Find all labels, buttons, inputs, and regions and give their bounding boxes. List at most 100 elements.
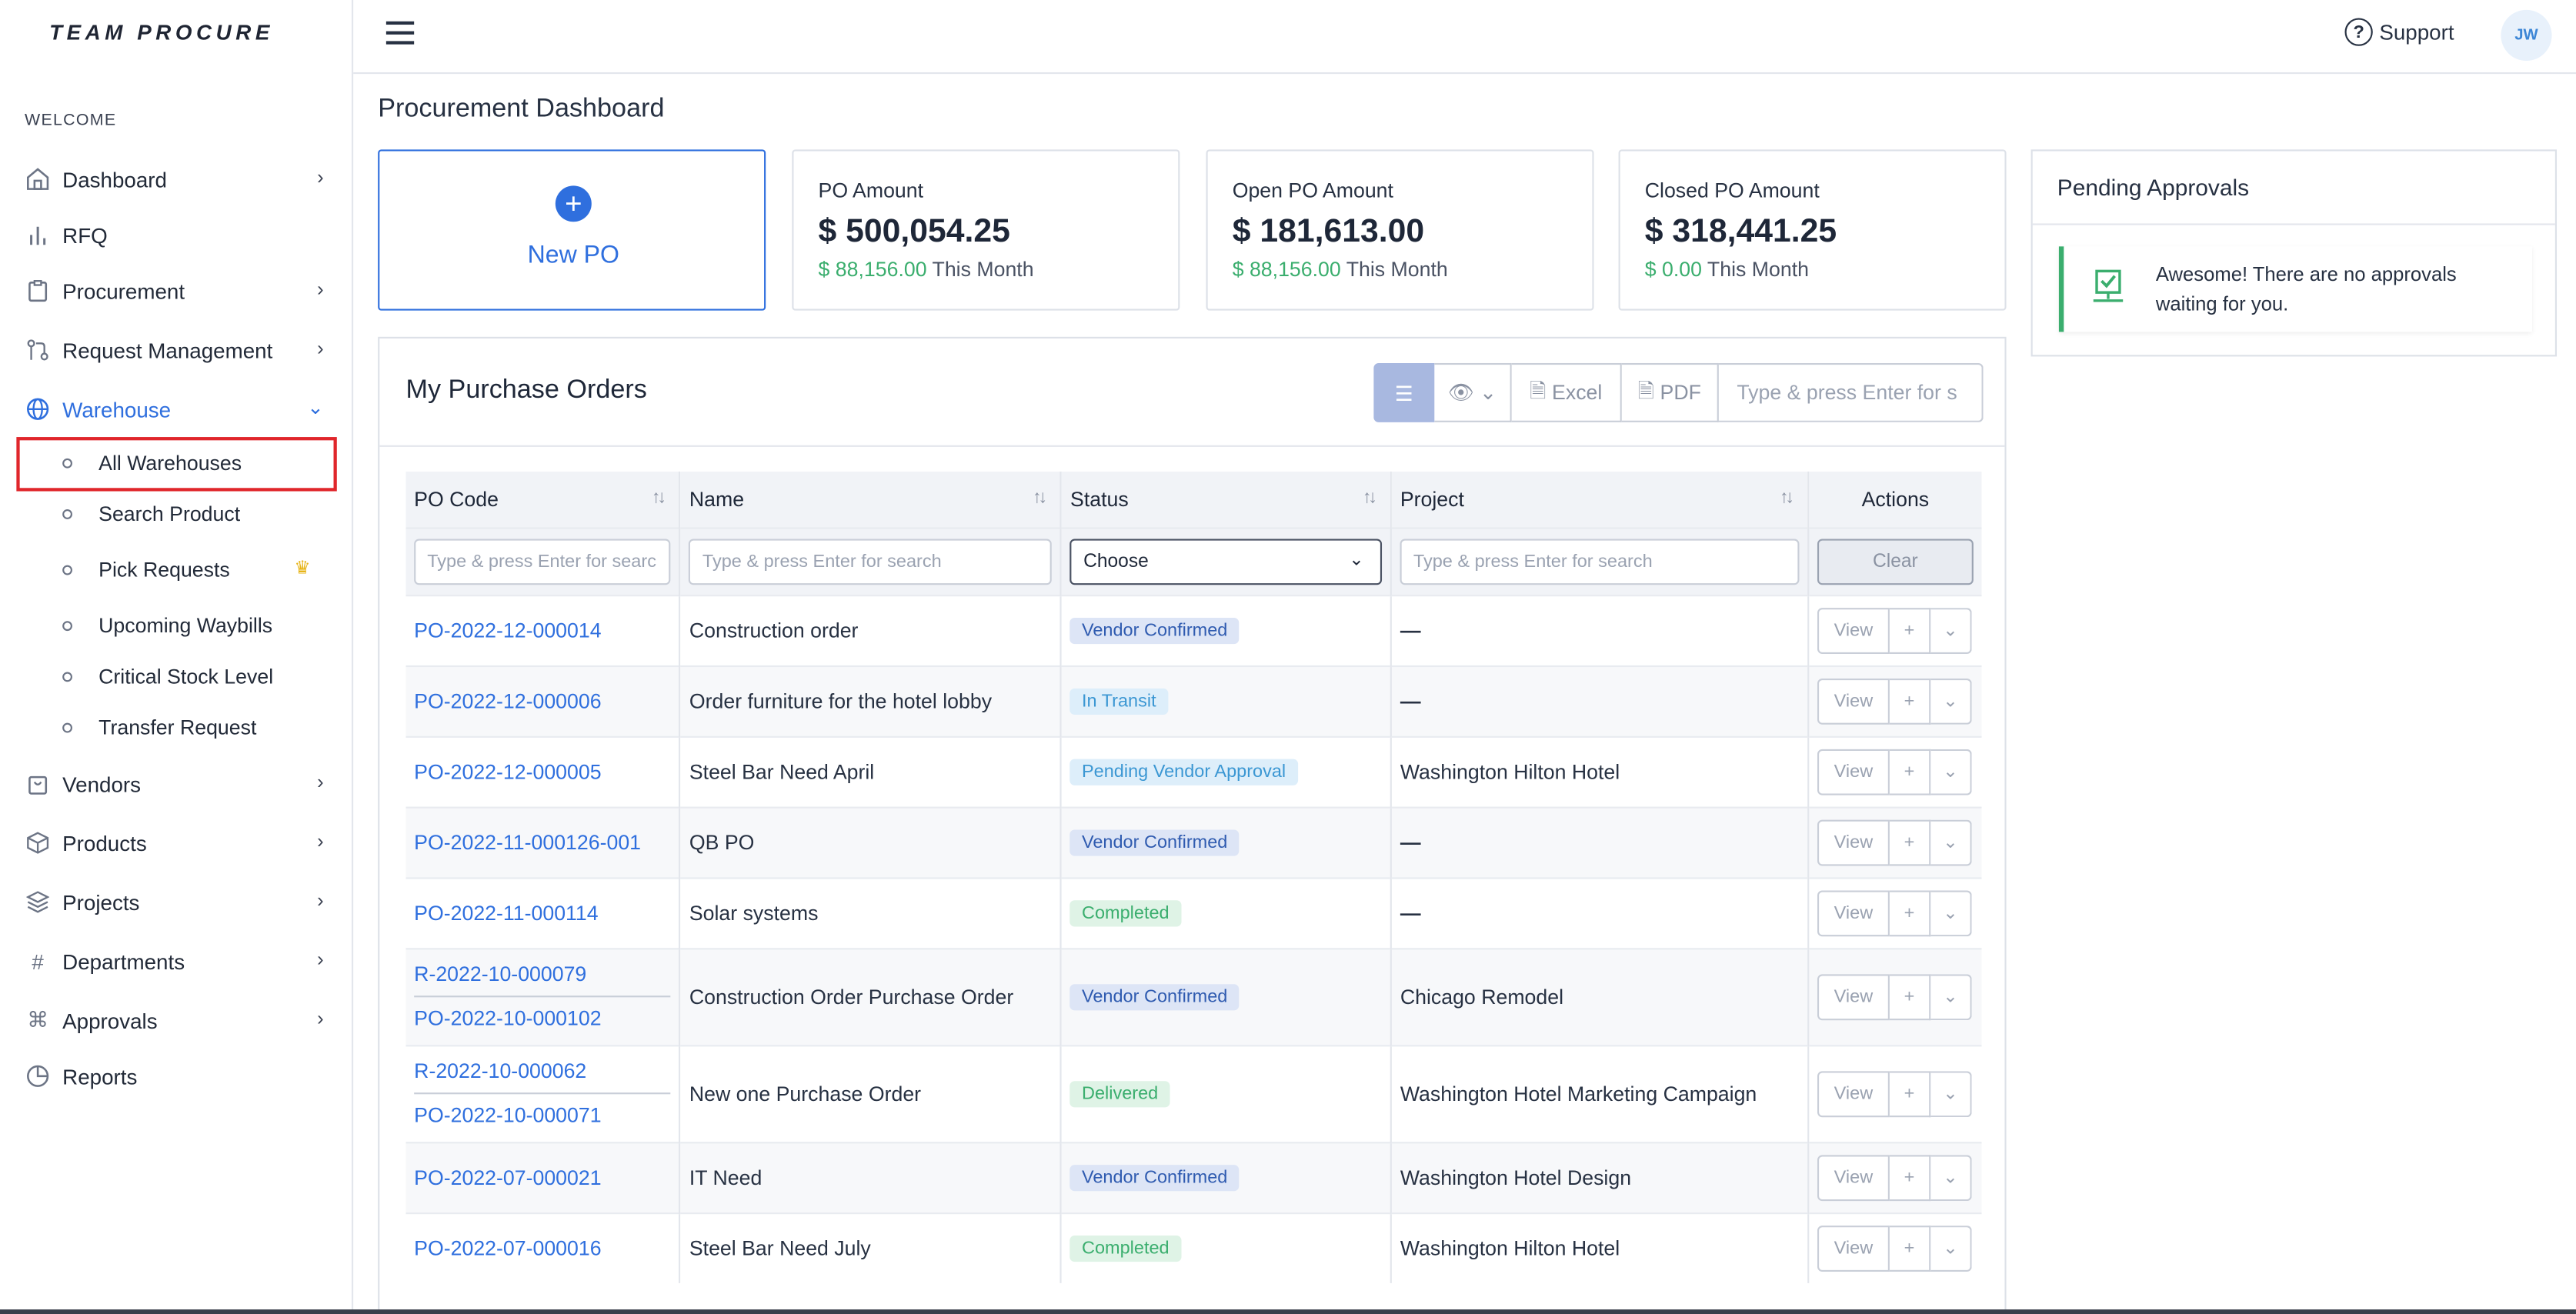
sidebar-item-procurement[interactable]: Procurement › — [25, 273, 329, 309]
row-actions: View + ⌄ — [1817, 1070, 1974, 1117]
bullet-icon — [62, 509, 72, 519]
po-code-link[interactable]: R-2022-10-000062 — [414, 1059, 587, 1083]
po-code-link[interactable]: PO-2022-07-000016 — [414, 1236, 602, 1260]
more-actions-button[interactable]: ⌄ — [1930, 819, 1972, 865]
column-visibility-button[interactable]: 👁︎ ⌄ — [1434, 362, 1512, 422]
sidebar-subitem-transfer-request[interactable]: Transfer Request — [62, 710, 333, 746]
po-code-link[interactable]: PO-2022-11-000114 — [414, 901, 599, 925]
column-header-status[interactable]: Status ↑↓ — [1061, 471, 1393, 528]
menu-icon[interactable] — [385, 21, 415, 45]
status-filter-select[interactable]: Choose ⌄ — [1070, 538, 1383, 585]
table-row: PO-2022-07-000016 Steel Bar Need July Comp… — [405, 1212, 1982, 1283]
chevron-right-icon: › — [317, 948, 324, 972]
add-button[interactable]: + — [1889, 1070, 1931, 1117]
more-actions-button[interactable]: ⌄ — [1930, 677, 1972, 724]
sidebar-item-warehouse[interactable]: Warehouse ⌄ — [25, 391, 329, 427]
more-actions-button[interactable]: ⌄ — [1930, 1070, 1972, 1117]
add-button[interactable]: + — [1889, 1225, 1931, 1272]
po-code-link[interactable]: PO-2022-12-000014 — [414, 619, 602, 642]
bullet-icon — [62, 722, 72, 733]
package-icon — [25, 829, 51, 855]
bar-chart-icon — [25, 222, 51, 248]
add-button[interactable]: + — [1889, 1154, 1931, 1201]
po-code-link[interactable]: PO-2022-10-000071 — [414, 1092, 672, 1137]
status-badge: Delivered — [1070, 1080, 1170, 1107]
support-link[interactable]: ? Support — [2344, 18, 2454, 46]
view-button[interactable]: View — [1817, 748, 1890, 795]
sidebar-subitem-critical-stock-level[interactable]: Critical Stock Level — [62, 659, 333, 695]
list-view-button[interactable]: ☰ — [1373, 362, 1435, 422]
help-icon: ? — [2344, 18, 2373, 46]
sort-icon[interactable]: ↑↓ — [1032, 488, 1047, 508]
more-actions-button[interactable]: ⌄ — [1930, 748, 1972, 795]
sidebar-item-approvals[interactable]: ⌘ Approvals › — [25, 1002, 329, 1039]
more-actions-button[interactable]: ⌄ — [1930, 973, 1972, 1020]
name-filter-input[interactable]: Type & press Enter for search — [689, 538, 1053, 585]
column-header-project[interactable]: Project ↑↓ — [1391, 471, 1810, 528]
view-button[interactable]: View — [1817, 973, 1890, 1020]
view-button[interactable]: View — [1817, 889, 1890, 936]
more-actions-button[interactable]: ⌄ — [1930, 1154, 1972, 1201]
sidebar-subitem-all-warehouses[interactable]: All Warehouses — [62, 445, 333, 482]
view-button[interactable]: View — [1817, 1154, 1890, 1201]
sort-icon[interactable]: ↑↓ — [1779, 488, 1794, 508]
sidebar-item-vendors[interactable]: Vendors › — [25, 765, 329, 802]
status-badge: Vendor Confirmed — [1070, 616, 1240, 644]
view-button[interactable]: View — [1817, 1225, 1890, 1272]
sort-icon[interactable]: ↑↓ — [1362, 488, 1377, 508]
more-actions-button[interactable]: ⌄ — [1930, 607, 1972, 653]
po-code-link[interactable]: PO-2022-11-000126-001 — [414, 830, 642, 854]
sidebar-item-reports[interactable]: Reports — [25, 1058, 329, 1094]
project-filter-input[interactable]: Type & press Enter for search — [1400, 538, 1800, 585]
po-code-link[interactable]: PO-2022-07-000021 — [414, 1166, 602, 1189]
closed-po-card: Closed PO Amount $ 318,441.25 $ 0.00 Thi… — [1618, 149, 2007, 311]
add-button[interactable]: + — [1889, 889, 1931, 936]
add-button[interactable]: + — [1889, 607, 1931, 653]
export-excel-button[interactable]: 🗎 Excel — [1511, 362, 1622, 422]
project-label: Chicago Remodel — [1400, 985, 1564, 1009]
view-button[interactable]: View — [1817, 677, 1890, 724]
sidebar-item-dashboard[interactable]: Dashboard › — [25, 161, 329, 197]
sidebar-item-rfq[interactable]: RFQ — [25, 217, 329, 253]
clear-filters-button[interactable]: Clear — [1817, 538, 1974, 585]
view-button[interactable]: View — [1817, 1070, 1890, 1117]
table-row: PO-2022-07-000021 IT Need Vendor Confirmed… — [405, 1141, 1982, 1213]
divider — [2032, 223, 2555, 225]
export-pdf-button[interactable]: 🗎 PDF — [1621, 362, 1719, 422]
sidebar-item-projects[interactable]: Projects › — [25, 884, 329, 920]
po-code-link[interactable]: PO-2022-12-000005 — [414, 759, 602, 783]
sidebar-item-products[interactable]: Products › — [25, 825, 329, 861]
project-label: Washington Hilton Hotel — [1400, 1236, 1620, 1260]
po-name-cell: QB PO — [680, 805, 1063, 878]
column-header-name[interactable]: Name ↑↓ — [680, 471, 1063, 528]
brand-logo[interactable]: TEAM PROCURE — [49, 19, 274, 45]
add-button[interactable]: + — [1889, 973, 1931, 1020]
add-button[interactable]: + — [1889, 677, 1931, 724]
view-button[interactable]: View — [1817, 819, 1890, 865]
po-code-link[interactable]: PO-2022-12-000006 — [414, 689, 602, 712]
table-row: PO-2022-11-000126-001 QB PO Vendor Confirm… — [405, 805, 1982, 878]
avatar[interactable]: JW — [2501, 9, 2552, 62]
add-button[interactable]: + — [1889, 819, 1931, 865]
add-button[interactable]: + — [1889, 748, 1931, 795]
sidebar-item-request-management[interactable]: Request Management › — [25, 332, 329, 368]
month-value: $ 88,156.00 — [1232, 258, 1341, 282]
plus-circle-icon: + — [555, 185, 592, 222]
po-code-link[interactable]: R-2022-10-000079 — [414, 962, 587, 986]
globe-icon — [25, 396, 51, 422]
more-actions-button[interactable]: ⌄ — [1930, 889, 1972, 936]
po-code-link[interactable]: PO-2022-10-000102 — [414, 996, 672, 1040]
table-row: PO-2022-11-000114 Solar systems Completed —… — [405, 876, 1982, 949]
view-button[interactable]: View — [1817, 607, 1890, 653]
column-header-po-code[interactable]: PO Code ↑↓ — [405, 471, 682, 528]
status-cell: In Transit — [1061, 664, 1393, 736]
new-po-button[interactable]: + New PO — [378, 149, 766, 311]
table-search-input[interactable]: Type & press Enter for s — [1718, 362, 1984, 422]
sidebar-item-departments[interactable]: # Departments › — [25, 943, 329, 979]
more-actions-button[interactable]: ⌄ — [1930, 1225, 1972, 1272]
po-code-filter-input[interactable]: Type & press Enter for searc — [414, 538, 672, 585]
sidebar-subitem-pick-requests[interactable]: Pick Requests ♛ — [62, 552, 333, 589]
sidebar-subitem-search-product[interactable]: Search Product — [62, 496, 333, 532]
sort-icon[interactable]: ↑↓ — [651, 488, 666, 508]
sidebar-subitem-upcoming-waybills[interactable]: Upcoming Waybills — [62, 608, 333, 644]
